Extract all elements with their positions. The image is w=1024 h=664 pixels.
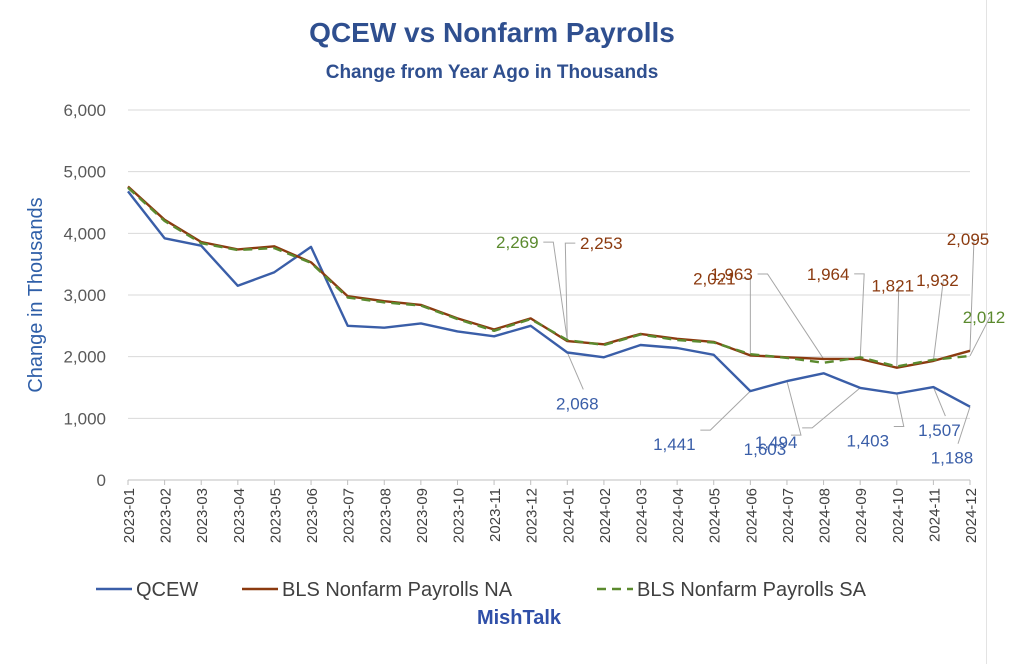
data-label: 1,963 — [710, 265, 753, 284]
data-label: 1,441 — [653, 435, 696, 454]
y-tick-label: 2,000 — [63, 348, 106, 367]
data-label: 1,932 — [916, 271, 959, 290]
data-label: 1,494 — [755, 433, 798, 452]
data-label: 2,269 — [496, 233, 539, 252]
x-tick-label: 2023-10 — [450, 488, 467, 543]
y-axis-label: Change in Thousands — [25, 197, 47, 392]
x-tick-label: 2023-11 — [487, 488, 504, 542]
leader-line — [854, 273, 865, 359]
data-label: 2,012 — [963, 308, 1006, 327]
data-label: 1,964 — [807, 265, 850, 284]
x-tick-label: 2024-12 — [963, 488, 980, 543]
y-tick-label: 4,000 — [63, 224, 106, 243]
chart-subtitle: Change from Year Ago in Thousands — [326, 62, 659, 83]
x-tick-label: 2023-05 — [267, 488, 284, 543]
x-tick-label: 2024-04 — [670, 488, 687, 543]
x-tick-label: 2024-02 — [597, 488, 614, 543]
legend-label-1: QCEW — [136, 579, 198, 601]
data-label: 1,403 — [847, 431, 890, 450]
x-tick-label: 2023-02 — [158, 488, 175, 543]
y-tick-label: 1,000 — [63, 409, 106, 428]
leader-line — [969, 316, 991, 357]
series-line-3 — [127, 186, 971, 368]
x-tick-label: 2024-01 — [560, 488, 577, 543]
leader-line — [543, 241, 568, 341]
leader-line — [740, 277, 751, 356]
leader-line — [802, 387, 861, 429]
x-tick-label: 2023-07 — [341, 488, 358, 543]
leader-line — [896, 285, 900, 368]
leader-line — [893, 393, 905, 427]
x-tick-label: 2023-09 — [414, 488, 431, 543]
x-tick-label: 2024-11 — [926, 488, 943, 542]
data-label: 2,253 — [580, 234, 623, 253]
x-tick-label: 2023-06 — [304, 488, 321, 543]
leader-line — [566, 352, 584, 390]
data-label: 2,068 — [556, 394, 599, 413]
leader-line — [564, 242, 576, 342]
x-tick-label: 2023-04 — [231, 488, 248, 543]
y-tick-label: 0 — [97, 471, 106, 490]
x-tick-label: 2023-12 — [524, 488, 541, 543]
x-tick-label: 2024-10 — [890, 488, 907, 543]
right-border-line — [986, 0, 987, 664]
x-tick-label: 2024-05 — [707, 488, 724, 543]
legend-label-2: BLS Nonfarm Payrolls NA — [282, 579, 513, 601]
leader-line — [969, 238, 975, 351]
watermark: MishTalk — [477, 607, 562, 629]
data-label: 1,507 — [918, 421, 961, 440]
y-tick-label: 3,000 — [63, 286, 106, 305]
x-tick-label: 2023-01 — [121, 488, 138, 543]
x-tick-label: 2024-06 — [743, 488, 760, 543]
data-label: 1,188 — [931, 449, 974, 468]
data-label: 2,021 — [693, 269, 736, 288]
leader-line — [757, 273, 824, 360]
x-tick-label: 2024-07 — [780, 488, 797, 543]
leader-line — [932, 386, 946, 417]
data-label: 1,821 — [872, 277, 915, 296]
legend-label-3: BLS Nonfarm Payrolls SA — [637, 579, 867, 601]
chart-title: QCEW vs Nonfarm Payrolls — [309, 17, 675, 48]
y-tick-label: 5,000 — [63, 163, 106, 182]
leader-line — [957, 406, 971, 444]
leader-line — [700, 390, 751, 431]
x-tick-label: 2024-08 — [817, 488, 834, 543]
x-tick-label: 2024-03 — [634, 488, 651, 543]
x-tick-label: 2023-08 — [377, 488, 394, 543]
x-tick-label: 2024-09 — [853, 488, 870, 543]
x-tick-label: 2023-03 — [194, 488, 211, 543]
series-line-1 — [127, 190, 971, 408]
y-tick-label: 6,000 — [63, 101, 106, 120]
data-label: 2,095 — [947, 230, 990, 249]
leader-line — [932, 279, 944, 361]
data-label: 1,603 — [744, 440, 787, 459]
leader-line — [786, 381, 802, 436]
